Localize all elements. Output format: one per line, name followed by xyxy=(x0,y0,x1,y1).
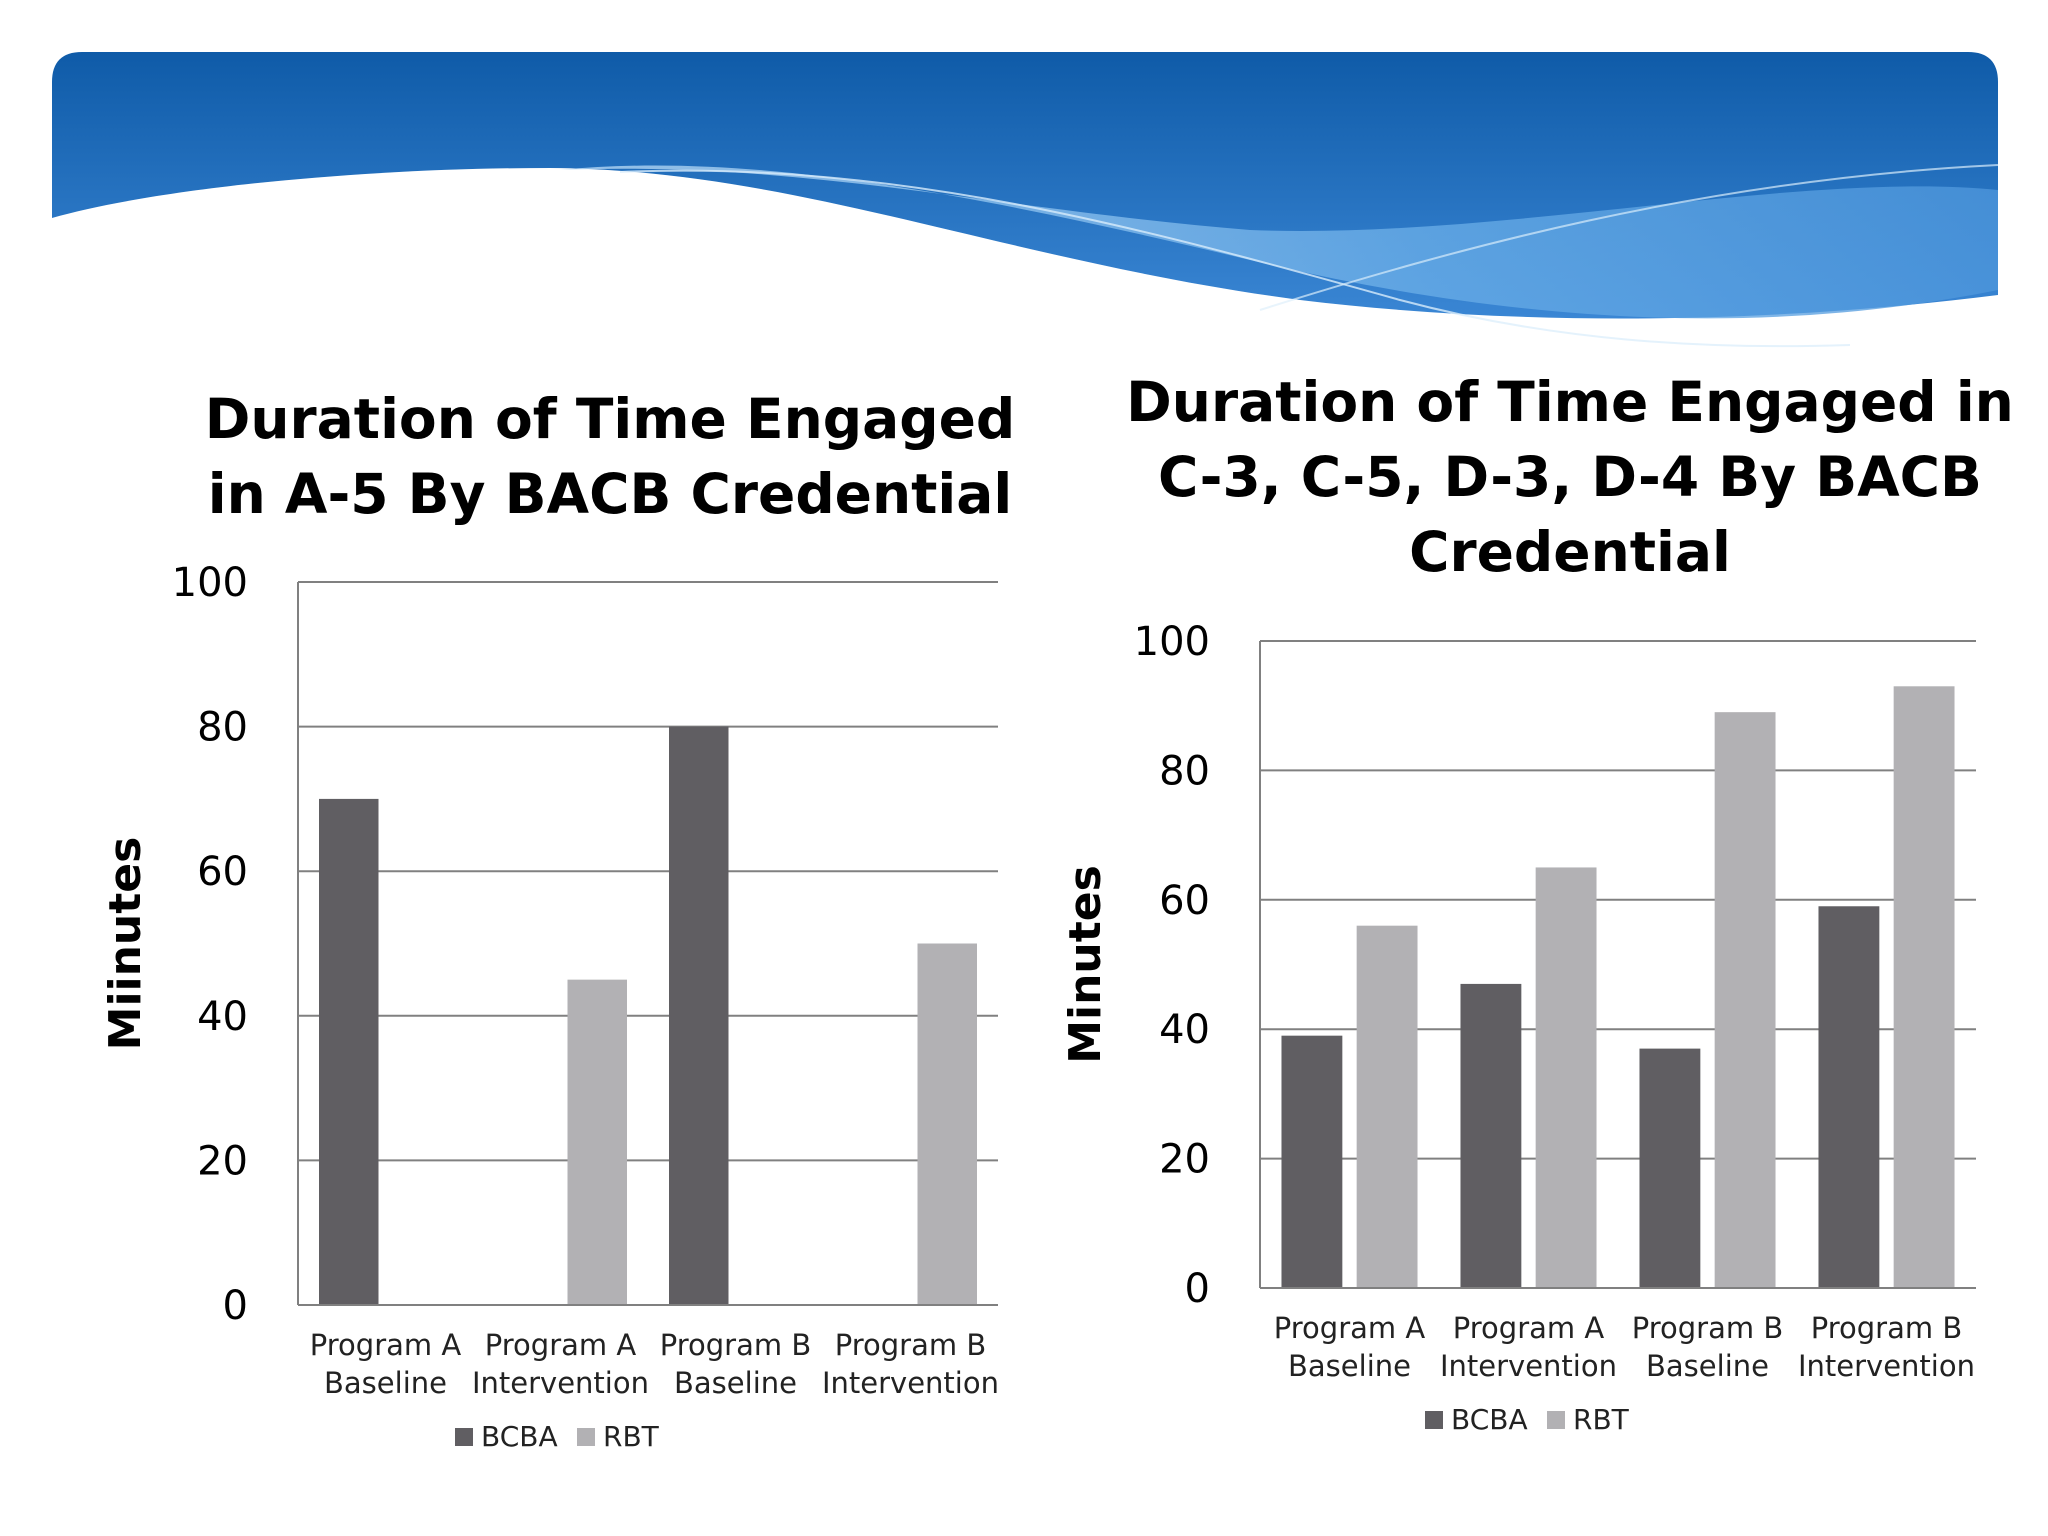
chart-right-y-tick-label: 40 xyxy=(1159,1007,1210,1053)
chart-left-legend-swatch-bcba xyxy=(455,1428,473,1446)
chart-left-category-label: Baseline xyxy=(324,1366,447,1400)
chart-left-y-tick-label: 20 xyxy=(197,1138,248,1184)
chart-left-y-tick-label: 80 xyxy=(197,705,248,751)
chart-right-bar-bcba xyxy=(1460,983,1522,1288)
chart-right-y-tick-label: 60 xyxy=(1159,878,1210,924)
chart-right-title: Duration of Time Engaged in C-3, C-5, D-… xyxy=(1120,365,2020,590)
banner-white-wave xyxy=(52,168,1998,380)
chart-left-category-label: Program B xyxy=(660,1328,811,1362)
chart-right-legend-label: RBT xyxy=(1573,1403,1630,1436)
chart-left-category-label: Intervention xyxy=(472,1366,649,1400)
chart-left-bar-bcba xyxy=(319,798,379,1305)
chart-left-category-label: Program A xyxy=(310,1328,462,1362)
chart-left-bar-rbt xyxy=(917,943,977,1305)
chart-right-category-label: Program B xyxy=(1811,1311,1962,1345)
banner-wave-highlight xyxy=(619,169,1851,348)
chart-left-legend-label: BCBA xyxy=(481,1420,558,1453)
chart-right-title-line-3: Credential xyxy=(1409,520,1731,584)
chart-left: Duration of Time Engaged in A-5 By BACB … xyxy=(100,387,1015,1453)
chart-right-category-label: Baseline xyxy=(1288,1349,1411,1383)
chart-left-legend-label: RBT xyxy=(603,1420,660,1453)
chart-left-category-label: Program A xyxy=(485,1328,637,1362)
chart-right-category-label: Program A xyxy=(1453,1311,1605,1345)
chart-right-category-label: Program B xyxy=(1632,1311,1783,1345)
chart-right-title-line-1: Duration of Time Engaged in xyxy=(1126,370,2014,434)
chart-right-y-tick-label: 100 xyxy=(1134,619,1210,665)
chart-right-bar-rbt xyxy=(1356,925,1418,1288)
chart-right-bar-rbt xyxy=(1893,686,1955,1288)
chart-right-y-tick-label: 0 xyxy=(1185,1266,1210,1312)
chart-left-category-label: Program B xyxy=(835,1328,986,1362)
chart-left-category-label: Intervention xyxy=(822,1366,999,1400)
chart-left-y-tick-label: 40 xyxy=(197,994,248,1040)
banner-wave-light xyxy=(560,165,1998,319)
chart-left-title: Duration of Time Engaged in A-5 By BACB … xyxy=(160,382,1060,532)
chart-left-title-line-2: in A-5 By BACB Credential xyxy=(207,462,1013,526)
chart-right-y-axis-label: Minutes xyxy=(1060,865,1111,1064)
chart-left-plot: 0 20 40 60 80 100 Miinutes Program A Baseline Pro… xyxy=(100,560,999,1453)
chart-left-title-line-1: Duration of Time Engaged xyxy=(204,387,1016,451)
chart-right-bar-rbt xyxy=(1714,712,1776,1288)
chart-left-legend-swatch-rbt xyxy=(577,1428,595,1446)
chart-left-category-label: Baseline xyxy=(674,1366,797,1400)
chart-right-legend-label: BCBA xyxy=(1451,1403,1528,1436)
chart-left-y-tick-label: 0 xyxy=(223,1283,248,1329)
chart-left-y-tick-label: 60 xyxy=(197,849,248,895)
chart-left-y-axis-label: Miinutes xyxy=(100,837,151,1051)
chart-right-category-label: Intervention xyxy=(1798,1349,1975,1383)
chart-right-title-line-2: C-3, C-5, D-3, D-4 By BACB xyxy=(1158,445,1982,509)
banner-wave-highlight-2 xyxy=(1259,164,1999,311)
chart-left-y-tick-label: 100 xyxy=(172,560,248,606)
chart-right-category-label: Intervention xyxy=(1440,1349,1617,1383)
chart-right-legend-swatch-rbt xyxy=(1547,1411,1565,1429)
header-wave-banner xyxy=(52,52,1999,380)
chart-right-bar-rbt xyxy=(1535,867,1597,1288)
chart-right-category-label: Program A xyxy=(1274,1311,1426,1345)
chart-right-legend-swatch-bcba xyxy=(1425,1411,1443,1429)
chart-left-bar-rbt xyxy=(567,979,627,1305)
chart-right-y-tick-label: 80 xyxy=(1159,748,1210,794)
chart-right-bar-bcba xyxy=(1281,1035,1343,1288)
chart-right-y-tick-label: 20 xyxy=(1159,1137,1210,1183)
chart-right-bar-bcba xyxy=(1639,1048,1701,1288)
chart-right-bar-bcba xyxy=(1818,906,1880,1288)
chart-right-category-label: Baseline xyxy=(1646,1349,1769,1383)
chart-left-bar-bcba xyxy=(669,726,729,1305)
